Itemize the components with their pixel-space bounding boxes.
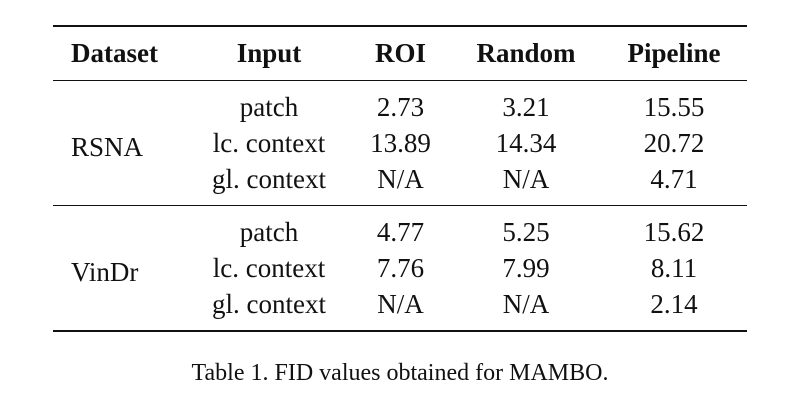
dataset-label-vindr: VinDr xyxy=(71,257,139,287)
cell-roi: N/A xyxy=(377,164,424,194)
cell-input: gl. context xyxy=(212,164,326,194)
cell-input: patch xyxy=(239,217,299,247)
cell-input: patch xyxy=(239,92,299,122)
header-random: Random xyxy=(476,38,576,68)
cell-input: lc. context xyxy=(212,253,326,283)
table-caption: Table 1. FID values obtained for MAMBO. xyxy=(191,360,609,386)
header-input: Input xyxy=(236,38,302,68)
header-row: Dataset Input ROI Random Pipeline xyxy=(53,26,747,81)
cell-roi: 2.73 xyxy=(376,92,425,122)
cell-pipeline: 8.11 xyxy=(650,253,698,283)
cell-pipeline: 4.71 xyxy=(650,164,698,194)
table-row: RSNA patch 2.73 3.21 15.55 xyxy=(53,81,747,162)
header-roi: ROI xyxy=(374,38,426,68)
cell-input: lc. context xyxy=(212,128,326,158)
cell-roi: 13.89 xyxy=(370,128,431,158)
cell-pipeline: 20.72 xyxy=(643,128,705,158)
fid-table: Dataset Input ROI Random Pipeline RSNA p… xyxy=(53,25,747,332)
cell-random: 14.34 xyxy=(495,128,557,158)
cell-random: N/A xyxy=(502,289,550,319)
cell-roi: N/A xyxy=(377,289,424,319)
cell-random: 5.25 xyxy=(502,217,550,247)
header-dataset: Dataset xyxy=(71,38,158,68)
dataset-label-rsna: RSNA xyxy=(71,132,144,162)
table-header: Dataset Input ROI Random Pipeline xyxy=(53,26,747,81)
cell-roi: 7.76 xyxy=(376,253,425,283)
table-row: lc. context 7.76 7.99 8.11 xyxy=(53,250,747,286)
cell-random: 7.99 xyxy=(502,253,550,283)
group-vindr: VinDr patch 4.77 5.25 15.62 lc. context … xyxy=(53,206,747,331)
fid-table-container: Dataset Input ROI Random Pipeline RSNA p… xyxy=(53,25,747,332)
table-row: gl. context N/A N/A 2.14 xyxy=(53,286,747,331)
table-row: gl. context N/A N/A 4.71 xyxy=(53,161,747,206)
cell-random: 3.21 xyxy=(502,92,550,122)
cell-roi: 4.77 xyxy=(376,217,425,247)
cell-input: gl. context xyxy=(212,289,326,319)
cell-pipeline: 15.55 xyxy=(643,92,705,122)
table-row: lc. context 13.89 14.34 20.72 xyxy=(53,125,747,161)
cell-pipeline: 2.14 xyxy=(650,289,698,319)
cell-random: N/A xyxy=(502,164,550,194)
header-pipeline: Pipeline xyxy=(627,38,721,68)
cell-pipeline: 15.62 xyxy=(643,217,705,247)
group-rsna: RSNA patch 2.73 3.21 15.55 lc. context 1… xyxy=(53,81,747,206)
table-row: VinDr patch 4.77 5.25 15.62 xyxy=(53,206,747,287)
